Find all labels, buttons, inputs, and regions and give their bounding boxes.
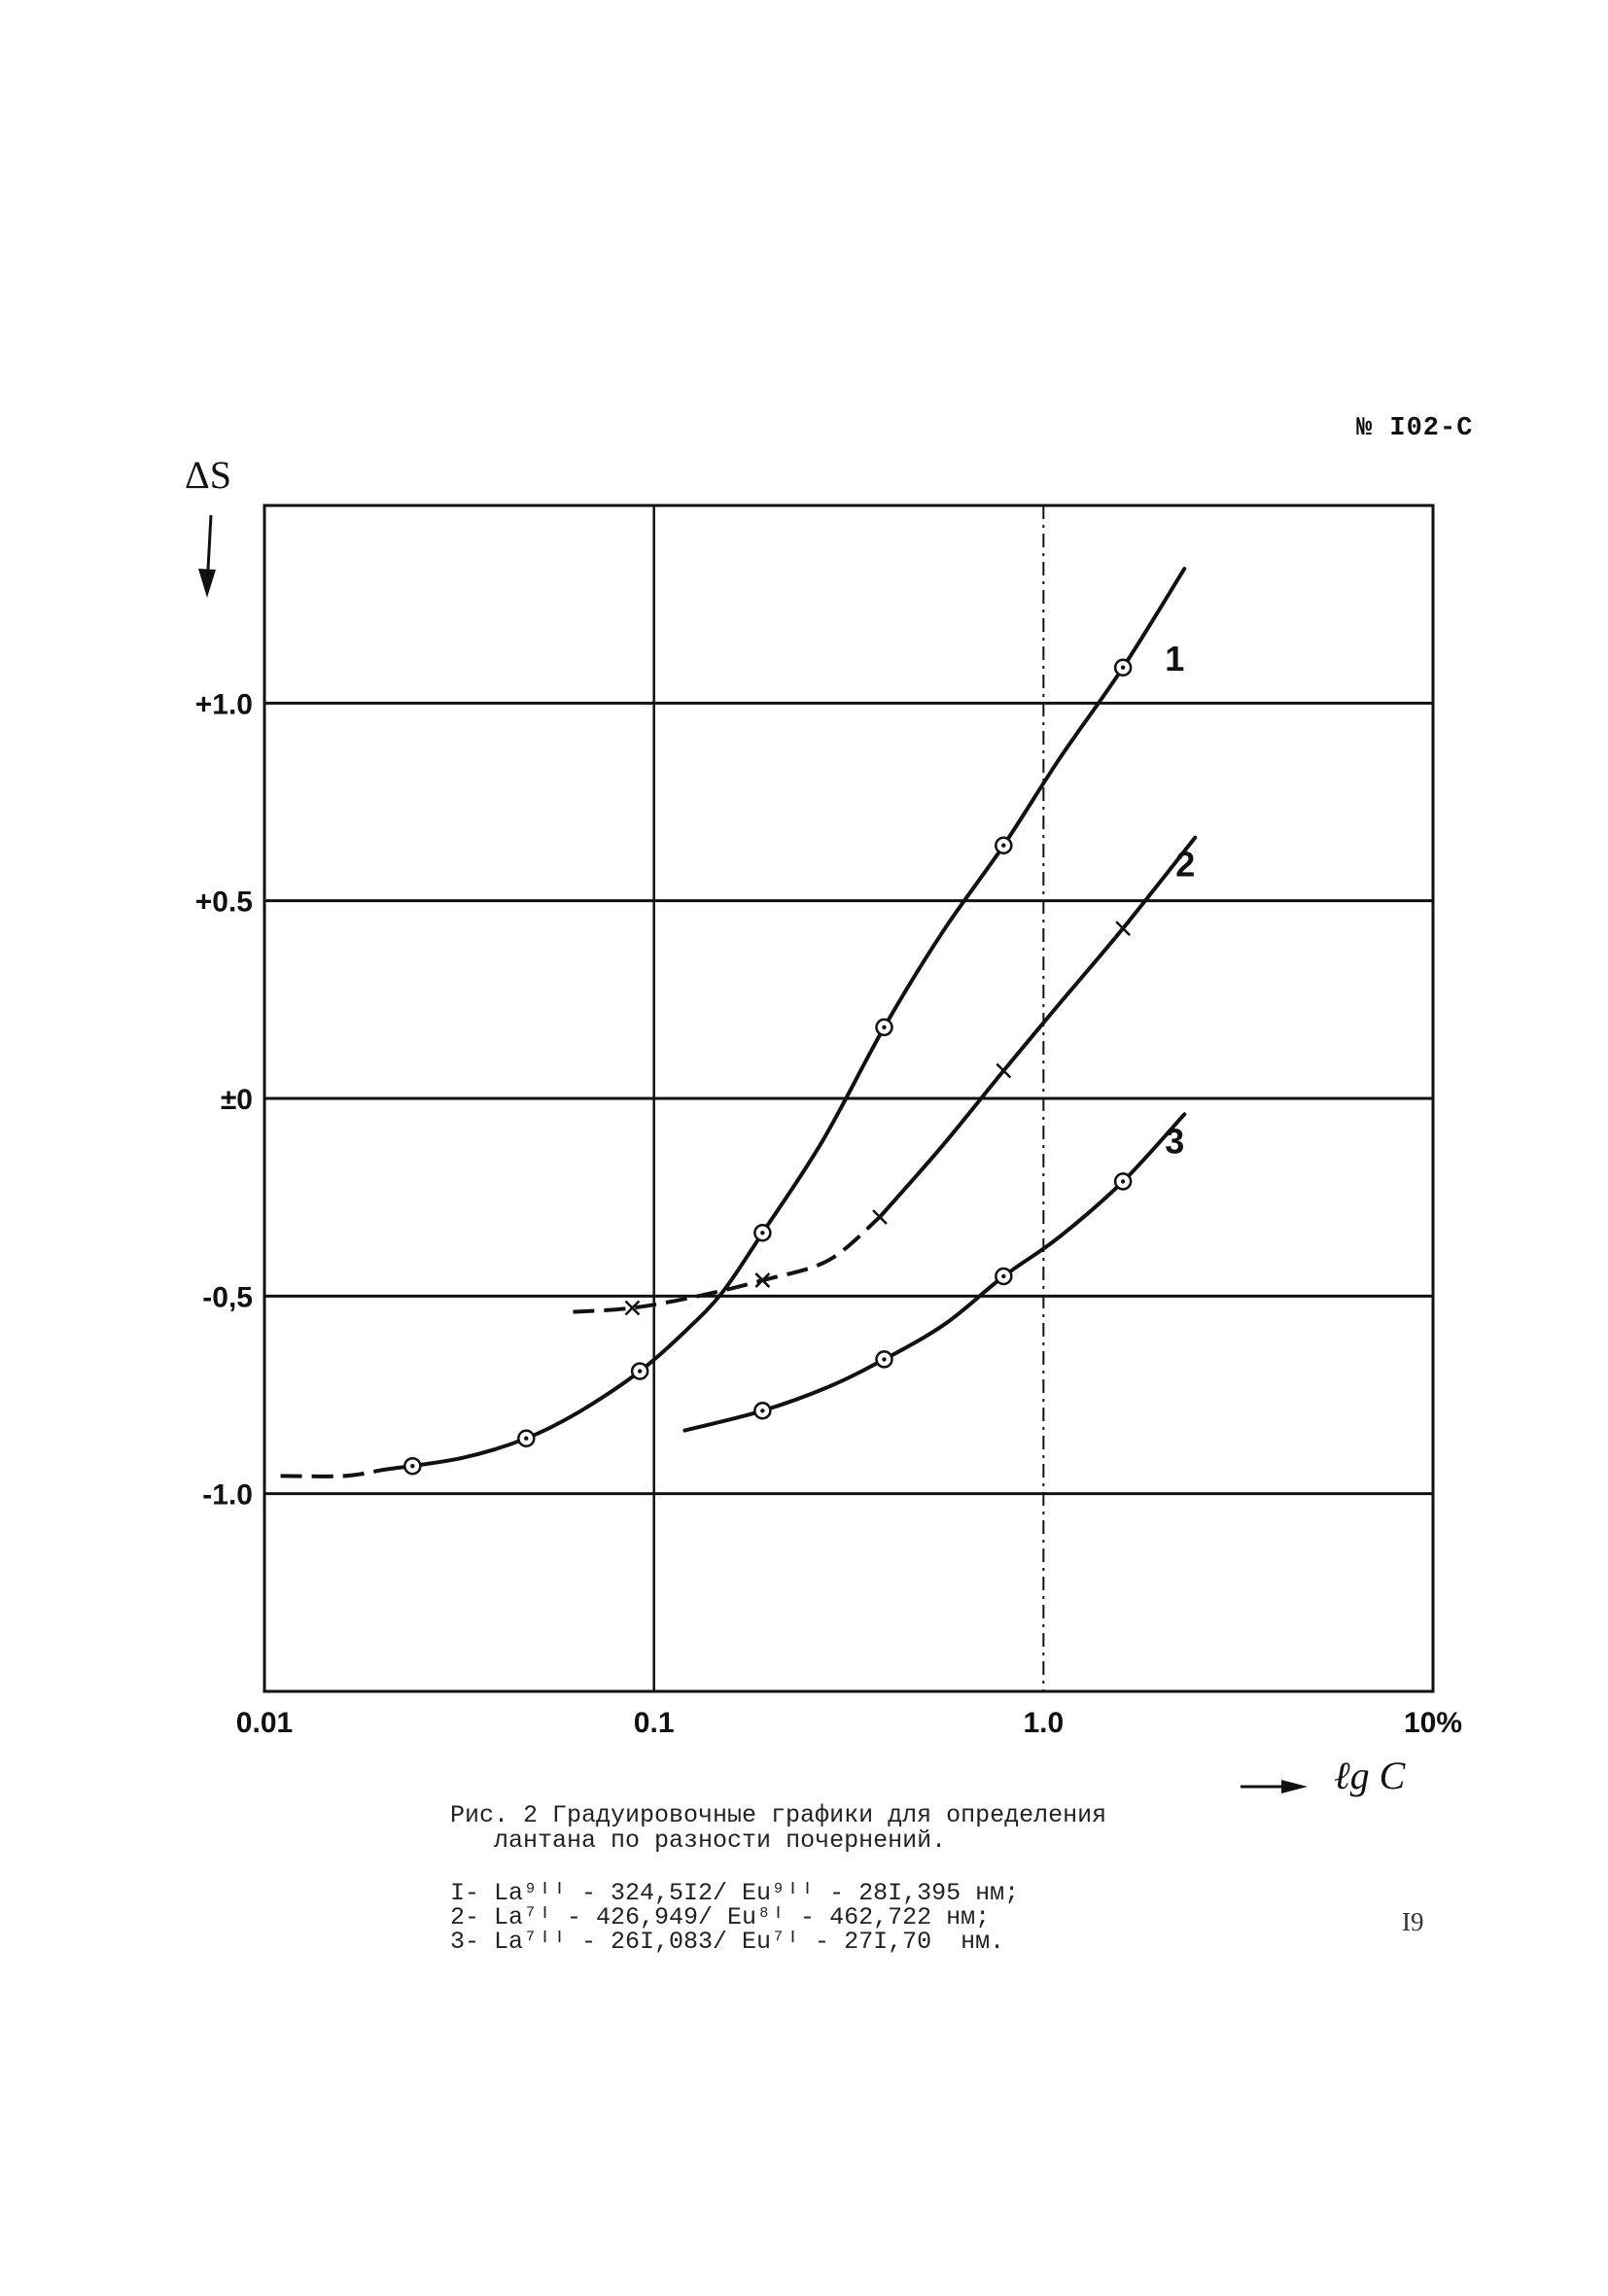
chart-markers <box>403 658 1133 1476</box>
data-point-x-stroke <box>754 1272 771 1288</box>
data-point-x-stroke <box>1115 921 1132 937</box>
y-axis-label: ΔS <box>185 453 231 497</box>
curve-label-2: 2 <box>1175 845 1195 885</box>
curve-2 <box>878 835 1198 1219</box>
curve-3 <box>682 1112 1187 1433</box>
data-point-center <box>1120 665 1126 670</box>
data-point-x-stroke <box>996 1062 1012 1079</box>
curve-2-dashed <box>573 1215 882 1314</box>
y-axis-arrow-head <box>198 569 216 598</box>
data-point-x <box>872 1209 888 1225</box>
data-point-center <box>882 1357 887 1362</box>
data-point-x <box>754 1272 771 1288</box>
data-point-center <box>524 1436 529 1441</box>
plot-frame <box>262 504 1435 1693</box>
y-tick-label: +0.5 <box>195 887 253 919</box>
curve-label-1: 1 <box>1165 639 1184 678</box>
figure-legend: I- La⁹ᴵᴵ - 324,5I2/ Eu⁹ᴵᴵ - 28I,395 нм; … <box>450 1881 1019 1954</box>
caption-line-2: лантана по разности почернений. <box>494 1826 947 1855</box>
figure-caption: Рис. 2 Градуировочные графики для опреде… <box>450 1803 1106 1854</box>
data-point-x <box>624 1300 641 1316</box>
chart-curve-labels: 1 2 3 <box>1165 639 1195 1161</box>
caption-line-1: Рис. 2 Градуировочные графики для опреде… <box>450 1801 1107 1829</box>
x-tick-label: 0.1 <box>634 1707 675 1739</box>
chart-curves <box>280 567 1198 1478</box>
chart-tick-labels: +1.0 +0.5 ±0 -0,5 -1.0 0.01 0.1 1.0 10% <box>195 688 1462 1739</box>
y-tick-label: +1.0 <box>195 688 253 720</box>
data-point-center <box>760 1409 765 1413</box>
x-axis-arrow-head <box>1281 1780 1308 1793</box>
data-point-center <box>882 1025 887 1030</box>
data-point-center <box>760 1231 765 1235</box>
document-number: № I02-C <box>1356 414 1474 443</box>
data-point-center <box>637 1369 643 1374</box>
chart-frame <box>262 504 1435 1693</box>
legend-line-1: I- La⁹ᴵᴵ - 324,5I2/ Eu⁹ᴵᴵ - 28I,395 нм; <box>450 1879 1020 1907</box>
curve-1-dashed <box>280 1468 382 1478</box>
data-point-x-stroke <box>624 1300 641 1316</box>
chart-axis-labels: ΔS ℓg C <box>185 453 1407 1797</box>
data-point-x <box>996 1062 1012 1079</box>
data-point-center <box>410 1464 415 1469</box>
y-tick-label: -1.0 <box>202 1479 253 1512</box>
x-tick-label: 0.01 <box>236 1707 293 1739</box>
legend-line-2: 2- La⁷ᴵ - 426,949/ Eu⁸ᴵ - 462,722 нм; <box>450 1903 991 1931</box>
data-point-center <box>1001 1273 1006 1279</box>
data-point-x <box>1115 921 1132 937</box>
curve-label-3: 3 <box>1165 1121 1184 1161</box>
data-point-center <box>1120 1179 1126 1184</box>
y-tick-label: ±0 <box>221 1084 253 1116</box>
x-tick-label: 1.0 <box>1023 1707 1064 1739</box>
data-point-x-stroke <box>872 1209 888 1225</box>
legend-line-3: 3- La⁷ᴵᴵ - 26I,083/ Eu⁷ᴵ - 27I,70 нм. <box>450 1928 1005 1956</box>
y-tick-label: -0,5 <box>202 1281 253 1313</box>
x-tick-label: 10% <box>1404 1707 1462 1739</box>
page-number: I9 <box>1402 1907 1424 1936</box>
chart-grid <box>264 505 1433 1691</box>
x-axis-label: ℓg C <box>1334 1754 1407 1797</box>
data-point-center <box>1001 843 1006 848</box>
curve-1 <box>379 567 1187 1473</box>
